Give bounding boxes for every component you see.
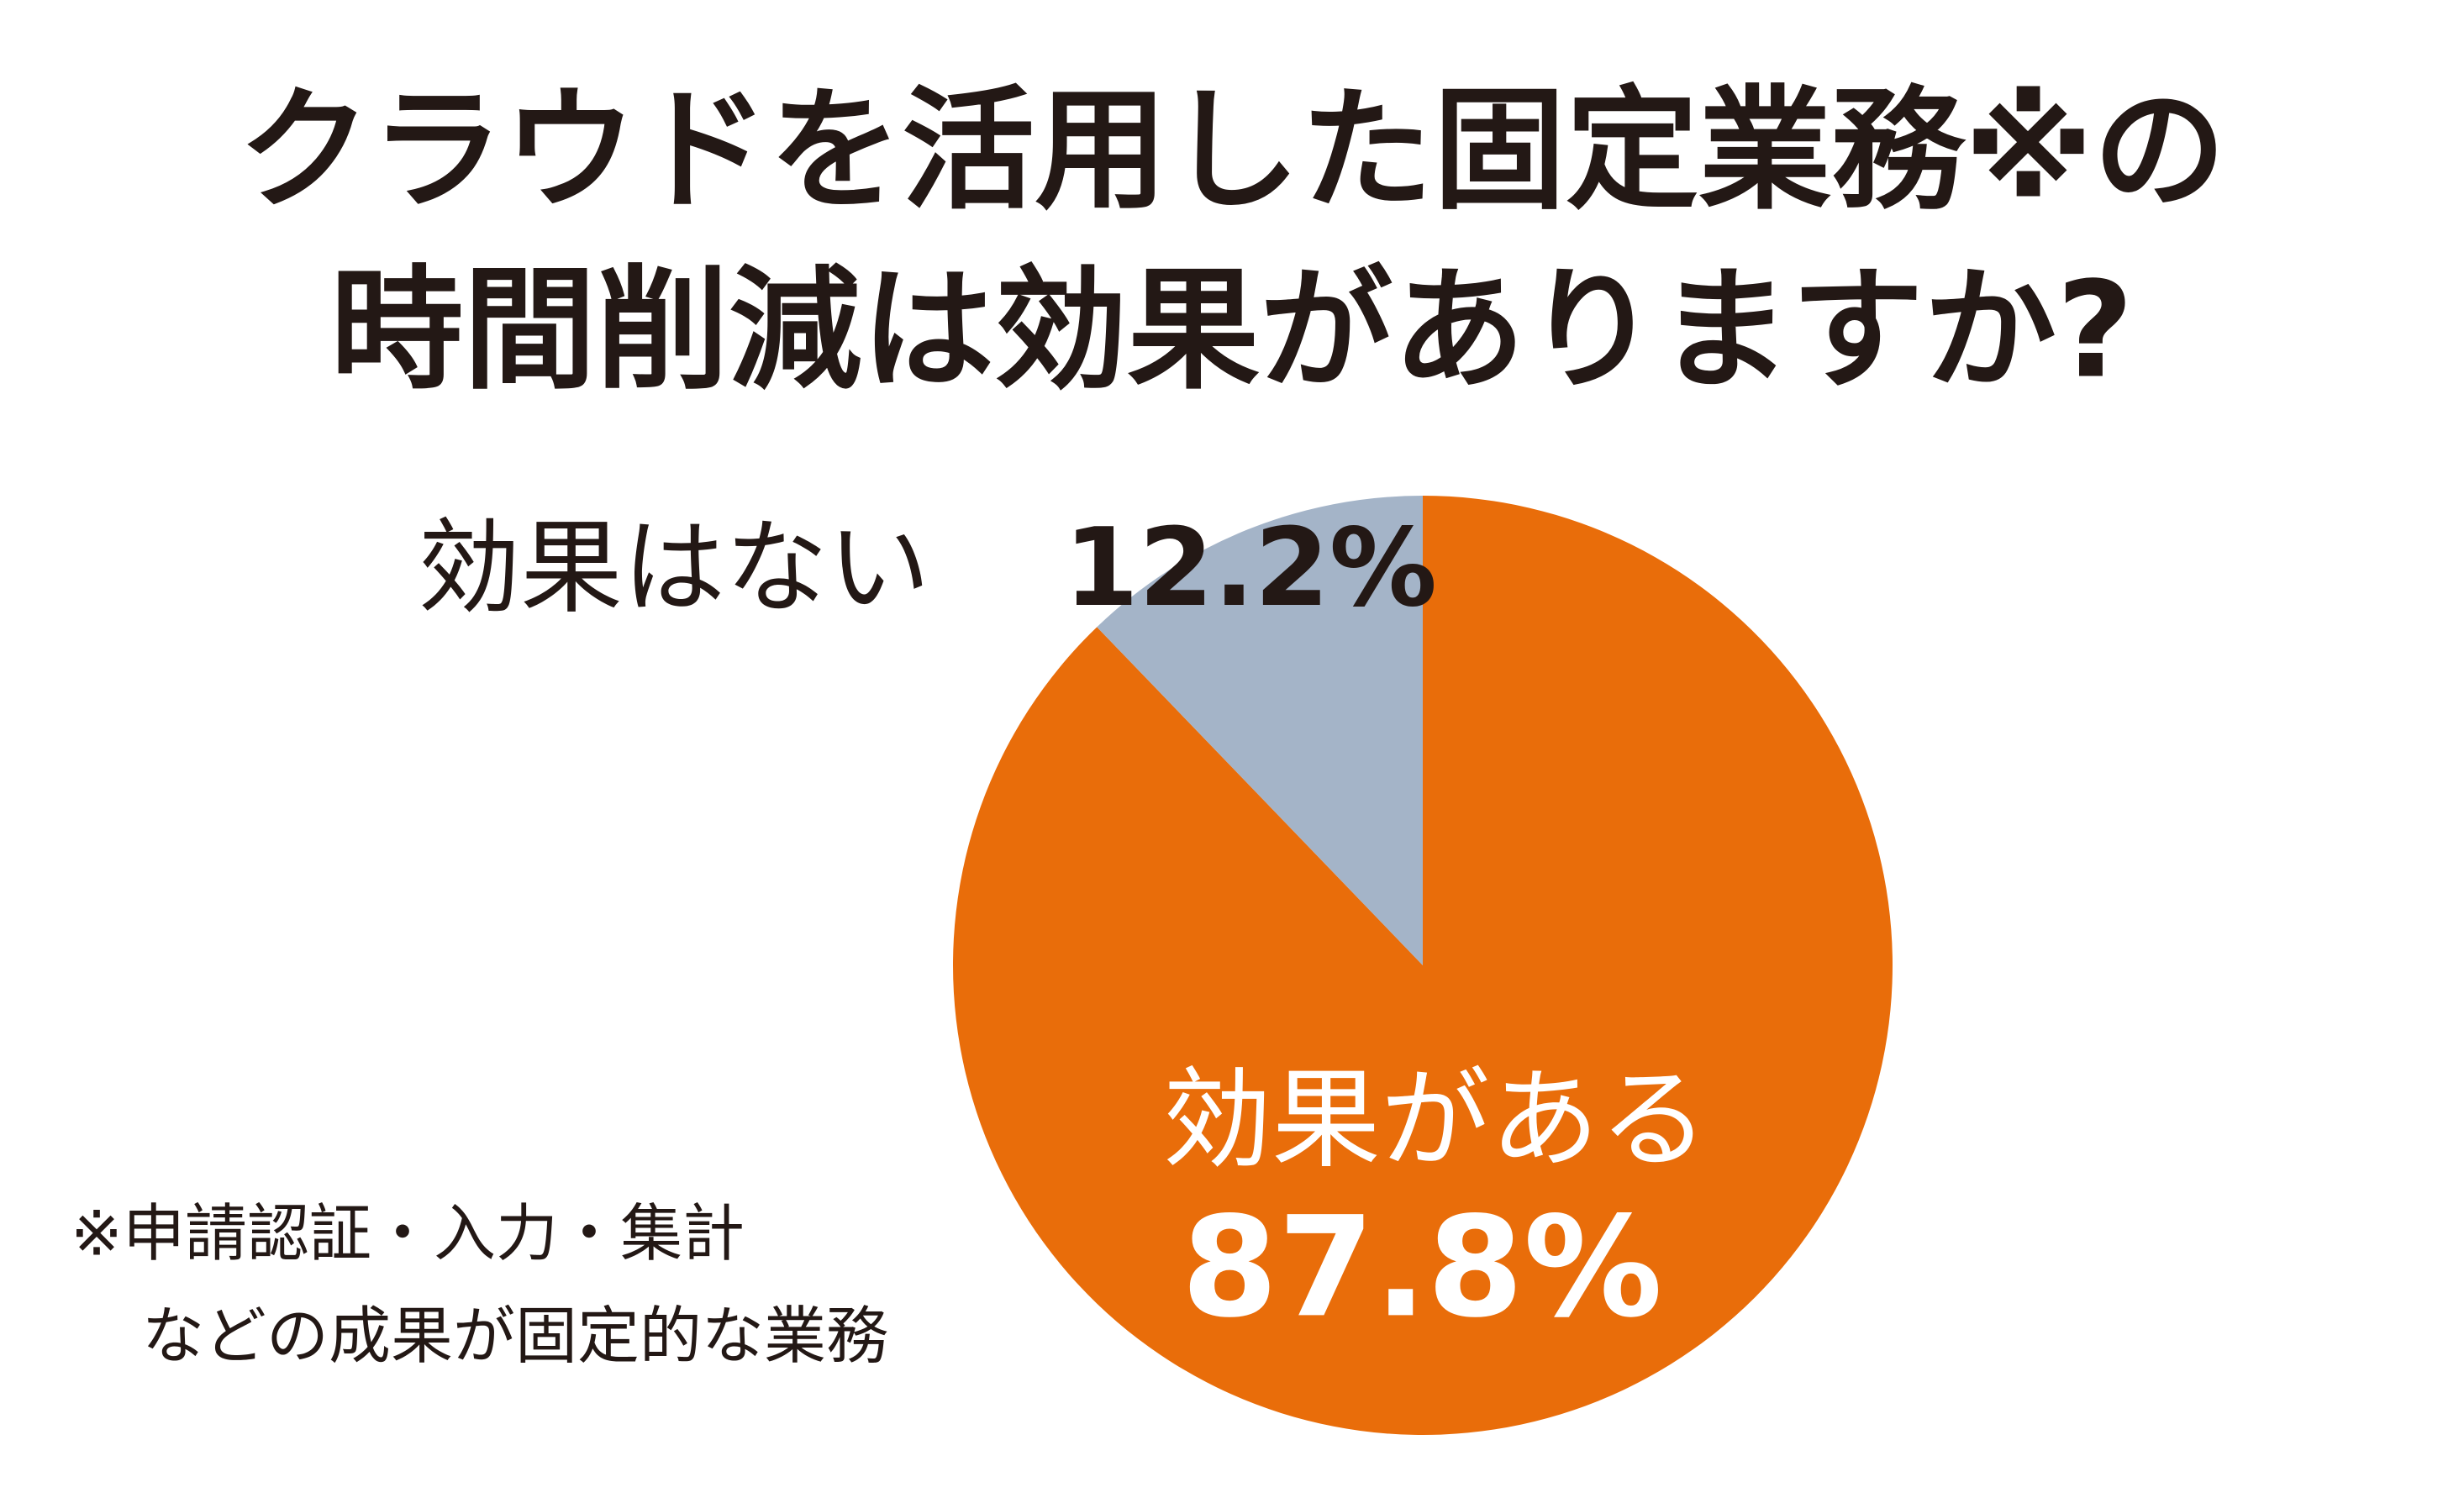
pie-slice bbox=[1097, 496, 1423, 965]
chart-title: 時間削減は効果がありますか? bbox=[330, 253, 2134, 407]
footnote: などの成果が固定的な業務 bbox=[142, 1301, 888, 1373]
value-label: 87.8% bbox=[1182, 1186, 1662, 1348]
pie-slice bbox=[952, 496, 1893, 1436]
value-label: 12.2% bbox=[1064, 506, 1437, 631]
slice-label: 効果はない bbox=[418, 508, 930, 628]
chart-title: クラウドを活用した固定業務※の bbox=[238, 73, 2226, 228]
footnote: ※申請認証・入力・集計 bbox=[71, 1198, 745, 1270]
slice-label: 効果がある bbox=[1162, 1056, 1708, 1184]
